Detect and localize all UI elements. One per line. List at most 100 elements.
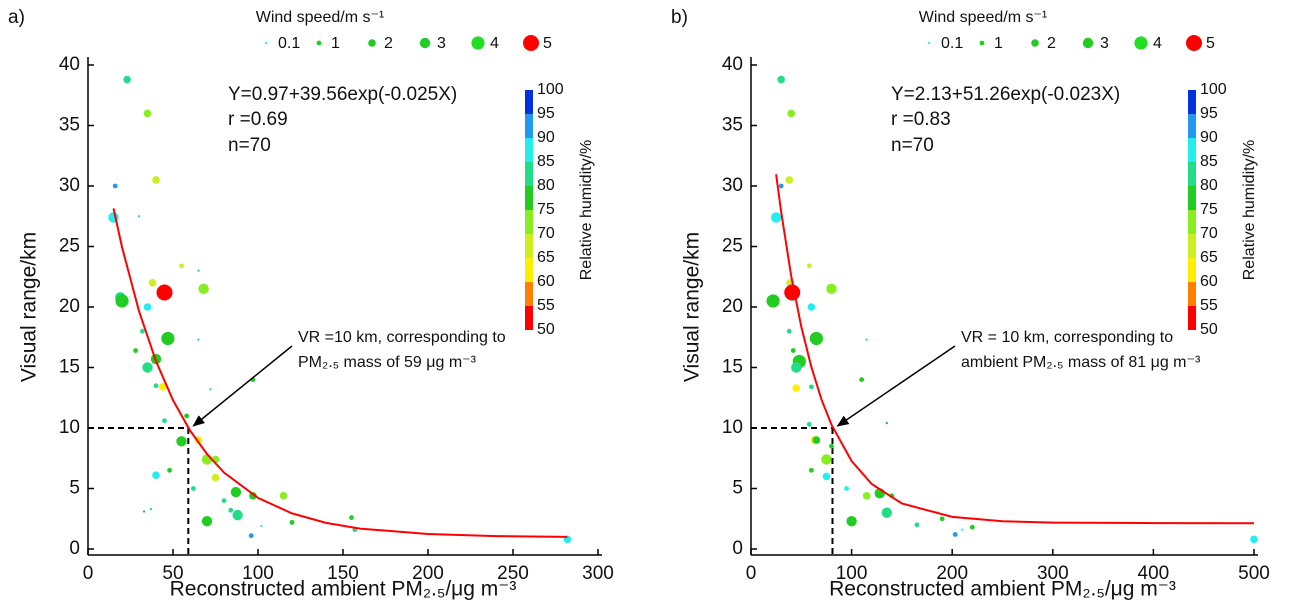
- colorbar-tick-label: 50: [537, 321, 555, 338]
- size-legend-label: 5: [1206, 35, 1215, 52]
- colorbar-segment: [1188, 162, 1196, 186]
- data-point: [778, 183, 784, 189]
- colorbar-segment: [525, 234, 533, 258]
- y-tick-label: 40: [722, 54, 743, 75]
- data-point: [809, 331, 823, 346]
- colorbar-tick-label: 75: [537, 201, 555, 218]
- data-point: [211, 473, 220, 482]
- data-point: [197, 269, 200, 272]
- size-legend-label: 2: [384, 35, 393, 52]
- colorbar-segment: [1188, 282, 1196, 306]
- data-point: [822, 472, 831, 481]
- colorbar-segment: [1188, 210, 1196, 234]
- data-point: [142, 362, 153, 373]
- data-point: [770, 212, 782, 223]
- x-tick-label: 100: [836, 563, 868, 584]
- y-tick-label: 25: [722, 236, 743, 257]
- x-tick-label: 200: [412, 563, 444, 584]
- size-legend-label: 1: [331, 35, 340, 52]
- data-point: [349, 515, 354, 520]
- size-legend-marker: [979, 40, 985, 46]
- annotation: VR =10 km, corresponding to: [298, 329, 506, 346]
- y-axis-title: Visual range/km: [18, 232, 41, 382]
- annotation-arrow: [192, 345, 293, 427]
- size-legend-label: 4: [490, 35, 499, 52]
- size-legend-marker: [368, 39, 376, 47]
- data-point: [221, 498, 227, 503]
- colorbar-segment: [1188, 114, 1196, 138]
- data-point: [784, 284, 801, 301]
- colorbar-label: Relative humidity/%: [1241, 140, 1258, 281]
- data-point: [115, 294, 129, 308]
- data-point: [152, 176, 160, 184]
- data-point: [806, 263, 812, 269]
- colorbar-segment: [525, 186, 533, 210]
- data-point: [766, 294, 780, 308]
- data-point: [260, 524, 263, 528]
- x-tick-label: 50: [162, 563, 183, 584]
- annotation: VR = 10 km, corresponding to: [961, 329, 1173, 346]
- y-tick-label: 20: [722, 296, 743, 317]
- data-point: [248, 533, 254, 539]
- y-axis-title: Visual range/km: [681, 232, 704, 382]
- data-point: [279, 491, 288, 500]
- data-point: [786, 328, 792, 334]
- data-point: [152, 471, 160, 479]
- size-legend-marker: [927, 41, 931, 45]
- data-point: [821, 454, 832, 465]
- annotation-arrow: [836, 345, 956, 427]
- data-point: [862, 491, 871, 500]
- data-point: [162, 418, 167, 424]
- x-tick-label: 100: [242, 563, 274, 584]
- colorbar-segment: [1188, 258, 1196, 282]
- size-legend-label: 0.1: [278, 35, 300, 52]
- colorbar-label: Relative humidity/%: [578, 140, 595, 281]
- colorbar-tick-label: 75: [1200, 201, 1218, 218]
- data-point: [232, 509, 243, 521]
- colorbar-tick-label: 90: [537, 129, 555, 146]
- n-value: n=70: [228, 135, 271, 156]
- data-point: [201, 515, 213, 527]
- data-point: [792, 384, 801, 392]
- r-value: r =0.69: [228, 109, 288, 130]
- colorbar-segment: [1188, 186, 1196, 210]
- colorbar-segment: [525, 90, 533, 114]
- data-point: [787, 109, 796, 118]
- colorbar-segment: [525, 138, 533, 162]
- data-point: [179, 263, 184, 269]
- size-legend-marker: [1134, 36, 1148, 50]
- size-legend-marker: [1031, 39, 1039, 47]
- colorbar-segment: [525, 114, 533, 138]
- data-point: [184, 413, 190, 419]
- annotation: PM₂.₅ mass of 59 μg m⁻³: [298, 354, 477, 371]
- data-point: [230, 486, 242, 498]
- data-point: [123, 75, 131, 84]
- data-point: [140, 328, 145, 334]
- colorbar-tick-label: 65: [1200, 249, 1218, 266]
- colorbar-segment: [525, 258, 533, 282]
- data-point: [807, 303, 816, 311]
- data-point: [791, 362, 802, 373]
- size-legend-marker: [471, 36, 485, 50]
- data-point: [846, 515, 857, 527]
- colorbar-tick-label: 80: [1200, 177, 1218, 194]
- size-legend-label: 2: [1047, 35, 1056, 52]
- x-axis-title: Reconstructed ambient PM₂.₅/μg m⁻³: [829, 578, 1176, 601]
- y-tick-label: 0: [732, 538, 743, 559]
- fit-curve: [775, 174, 1255, 525]
- y-tick-label: 10: [59, 417, 80, 438]
- colorbar-segment: [1188, 90, 1196, 114]
- data-point: [785, 176, 794, 184]
- data-point: [176, 436, 187, 447]
- data-point: [289, 519, 295, 525]
- size-legend-marker: [1186, 35, 1202, 51]
- y-tick-label: 0: [69, 538, 80, 559]
- data-point: [881, 507, 893, 518]
- size-legend-marker: [419, 37, 431, 49]
- data-point: [865, 338, 868, 341]
- data-point: [153, 383, 159, 389]
- size-legend-label: 1: [994, 35, 1003, 52]
- data-point: [228, 507, 234, 513]
- size-legend-label: 5: [543, 35, 552, 52]
